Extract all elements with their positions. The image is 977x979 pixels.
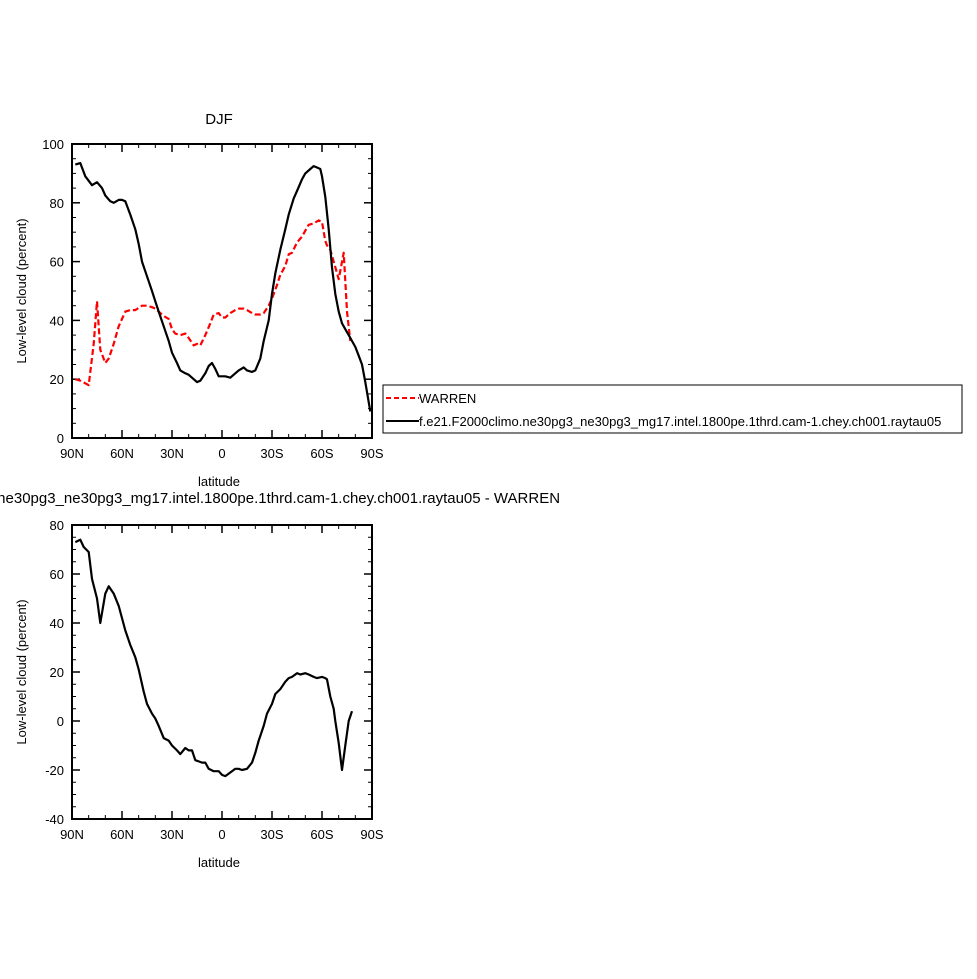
panel-top-ticks: 90N 60N 30N 0 30S 60S 90S 0 20 40 60 80 100 [42,137,384,461]
panel-bottom-x-axis-label: latitude [198,855,240,870]
panel-top: DJF 90N 60N 30N 0 30S 60S 90S 0 20 40 60 80 100 lati… [14,111,384,489]
x-tick-label: 90S [360,827,383,842]
x-tick-label: 0 [218,827,225,842]
panel-bottom-ticks: 90N 60N 30N 0 30S 60S 90S -40 -20 0 20 40 60 80 [45,518,384,842]
panel-bottom-series [74,538,354,778]
y-tick-label: 80 [50,196,64,211]
x-tick-label: 90N [60,446,84,461]
legend-label-warren: WARREN [419,391,476,406]
panel-top-title: DJF [205,111,233,128]
x-tick-label: 60S [310,446,333,461]
x-tick-label: 60S [310,827,333,842]
bottom-series-line-0 [74,538,354,778]
y-tick-label: 40 [50,616,64,631]
y-tick-label: 0 [57,431,64,446]
x-tick-label: 30N [160,827,184,842]
y-tick-label: 80 [50,518,64,533]
panel-top-series [74,162,372,412]
top-series-line-0 [74,219,352,387]
panel-top-x-axis-label: latitude [198,474,240,489]
x-tick-label: 30N [160,446,184,461]
top-series-line-1 [74,162,372,412]
y-tick-label: 0 [57,714,64,729]
legend: WARREN f.e21.F2000climo.ne30pg3_ne30pg3_… [382,384,963,434]
x-tick-label: 90N [60,827,84,842]
y-tick-label: 20 [50,665,64,680]
y-tick-label: 100 [42,137,64,152]
y-tick-label: 20 [50,372,64,387]
y-tick-label: 40 [50,313,64,328]
legend-box [382,384,963,434]
x-tick-label: 60N [110,446,134,461]
y-tick-label: -20 [45,763,64,778]
panel-top-frame [71,143,373,439]
x-tick-label: 60N [110,827,134,842]
panel-top-y-axis-label: Low-level cloud (percent) [14,218,29,363]
x-tick-label: 90S [360,446,383,461]
y-tick-label: 60 [50,567,64,582]
x-tick-label: 30S [260,446,283,461]
panel-bottom: f.e21.F2000climo.ne30pg3_ne30pg3_mg17.in… [0,490,560,870]
x-tick-label: 0 [218,446,225,461]
legend-label-model: f.e21.F2000climo.ne30pg3_ne30pg3_mg17.in… [419,414,941,429]
x-tick-label: 30S [260,827,283,842]
panel-bottom-y-axis-label: Low-level cloud (percent) [14,599,29,744]
y-tick-label: 60 [50,255,64,270]
panel-bottom-title: f.e21.F2000climo.ne30pg3_ne30pg3_mg17.in… [0,490,560,507]
y-tick-label: -40 [45,812,64,827]
